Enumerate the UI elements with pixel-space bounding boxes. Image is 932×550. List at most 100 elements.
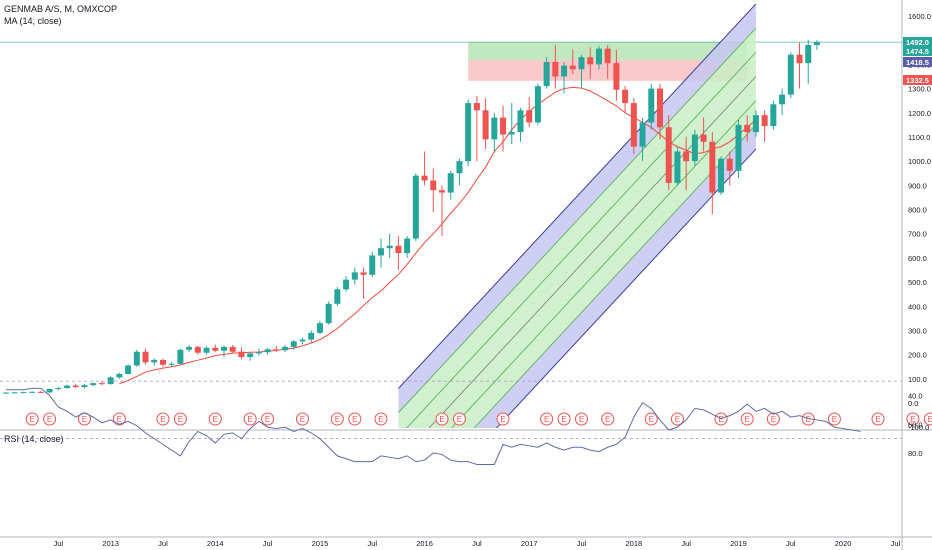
- candle-56: [491, 112, 498, 152]
- candle-body: [630, 103, 637, 147]
- candle-88: [770, 100, 777, 130]
- candle-body: [264, 349, 271, 353]
- candle-body: [622, 89, 629, 104]
- earnings-marker-6: E: [208, 412, 222, 426]
- candle-13: [116, 372, 123, 379]
- earnings-marker-20: E: [644, 412, 658, 426]
- earnings-label: E: [771, 415, 776, 424]
- candle-60: [526, 97, 533, 128]
- candle-32: [282, 344, 289, 353]
- earnings-label: E: [213, 415, 218, 424]
- channel-band-4: [398, 4, 756, 413]
- time-tick-2: Jul: [158, 539, 168, 548]
- earnings-marker-23: E: [740, 412, 754, 426]
- candle-body: [55, 388, 62, 390]
- earnings-label: E: [378, 415, 383, 424]
- candle-body: [194, 346, 201, 353]
- candle-83: [726, 151, 733, 186]
- candle-body: [813, 42, 820, 46]
- earnings-marker-24: E: [766, 412, 780, 426]
- candle-81: [709, 132, 716, 215]
- candle-body: [578, 57, 585, 70]
- earnings-marker-27: E: [871, 412, 885, 426]
- candle-body: [177, 349, 184, 364]
- candle-49: [430, 168, 437, 212]
- candle-body: [325, 303, 332, 324]
- candle-body: [37, 391, 44, 393]
- candle-46: [404, 236, 411, 258]
- candle-50: [439, 185, 445, 237]
- candle-27: [238, 347, 245, 360]
- candle-body: [595, 48, 602, 65]
- candle-63: [552, 45, 559, 89]
- price-tick-900: 900.0: [908, 181, 927, 190]
- time-tick-10: Jul: [577, 539, 587, 548]
- candle-77: [674, 146, 681, 186]
- earnings-marker-26: E: [827, 412, 841, 426]
- candle-body: [561, 65, 568, 77]
- candle-87: [761, 110, 768, 142]
- candle-93: [813, 40, 820, 50]
- candle-body: [203, 347, 210, 353]
- candle-body: [639, 122, 646, 147]
- candle-8: [72, 383, 79, 389]
- candle-17: [151, 358, 158, 366]
- candle-body: [482, 110, 489, 140]
- candle-body: [377, 248, 384, 256]
- earnings-marker-19: E: [601, 412, 615, 426]
- candle-body: [395, 245, 402, 254]
- candle-26: [229, 344, 236, 354]
- earnings-label: E: [457, 415, 462, 424]
- candle-body: [787, 54, 794, 95]
- earnings-marker-10: E: [330, 412, 344, 426]
- channel-line-6: [398, 4, 757, 389]
- rsi-tick-40: 40.0: [908, 392, 923, 401]
- earnings-label: E: [832, 415, 837, 424]
- candle-74: [648, 83, 655, 130]
- candle-69: [604, 45, 611, 79]
- candle-85: [744, 115, 751, 142]
- candle-body: [282, 346, 289, 351]
- candle-body: [569, 65, 576, 70]
- candle-body: [290, 341, 297, 347]
- candle-43: [377, 238, 384, 268]
- earnings-label: E: [178, 415, 183, 424]
- candle-58: [508, 103, 515, 145]
- candle-92: [805, 40, 812, 84]
- earnings-label: E: [265, 415, 270, 424]
- candle-19: [168, 361, 175, 368]
- candle-71: [622, 86, 629, 113]
- candle-body: [526, 110, 533, 123]
- candle-body: [168, 363, 175, 365]
- candle-1: [11, 391, 18, 394]
- price-tick-1200: 1200.0: [908, 109, 931, 118]
- candle-48: [421, 151, 428, 186]
- earnings-marker-7: E: [243, 412, 257, 426]
- earnings-marker-11: E: [348, 412, 362, 426]
- earnings-marker-18: E: [575, 412, 589, 426]
- price-label-2: 1418.5: [906, 58, 929, 67]
- candle-body: [308, 332, 315, 340]
- price-tick-100: 100.0: [908, 375, 927, 384]
- candle-61: [534, 83, 541, 125]
- earnings-circle: [348, 412, 362, 426]
- rsi-line: [6, 387, 861, 465]
- channel-line-5: [398, 27, 757, 413]
- price-tick-800: 800.0: [908, 206, 927, 215]
- time-tick-8: Jul: [472, 539, 482, 548]
- candle-21: [186, 344, 193, 353]
- price-tick-1100: 1100.0: [908, 133, 930, 142]
- earnings-label: E: [718, 415, 723, 424]
- price-label-0: 1492.0: [906, 38, 929, 47]
- candle-75: [657, 83, 663, 140]
- price-label-1: 1474.5: [906, 47, 929, 56]
- candle-31: [273, 345, 280, 353]
- candle-body: [674, 151, 681, 183]
- earnings-circle: [827, 412, 841, 426]
- earnings-label: E: [300, 415, 305, 424]
- earnings-marker-16: E: [540, 412, 554, 426]
- ma-line: [119, 86, 757, 385]
- candle-29: [255, 348, 262, 356]
- price-label-3: 1332.5: [906, 76, 929, 85]
